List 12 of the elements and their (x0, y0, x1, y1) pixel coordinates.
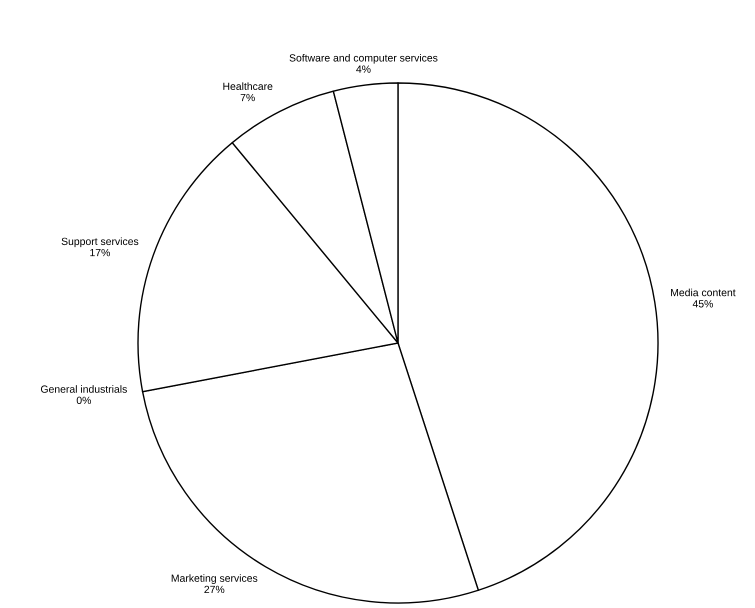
data-label: 4% (356, 65, 371, 73)
slice-label: Marketing services (172, 574, 258, 584)
category-label: General industrials (40, 385, 127, 393)
data-label: 7% (240, 94, 255, 102)
data-label: 17% (90, 248, 110, 256)
slice-label: Support services (62, 237, 138, 248)
data-label: 45% (692, 300, 713, 308)
slice-label: Software and computer services (290, 54, 438, 64)
data-label: 27% (204, 586, 224, 594)
text: 0% (76, 396, 92, 404)
slice-label: Healthcare (223, 82, 272, 90)
slice-label: Media content (671, 288, 736, 296)
